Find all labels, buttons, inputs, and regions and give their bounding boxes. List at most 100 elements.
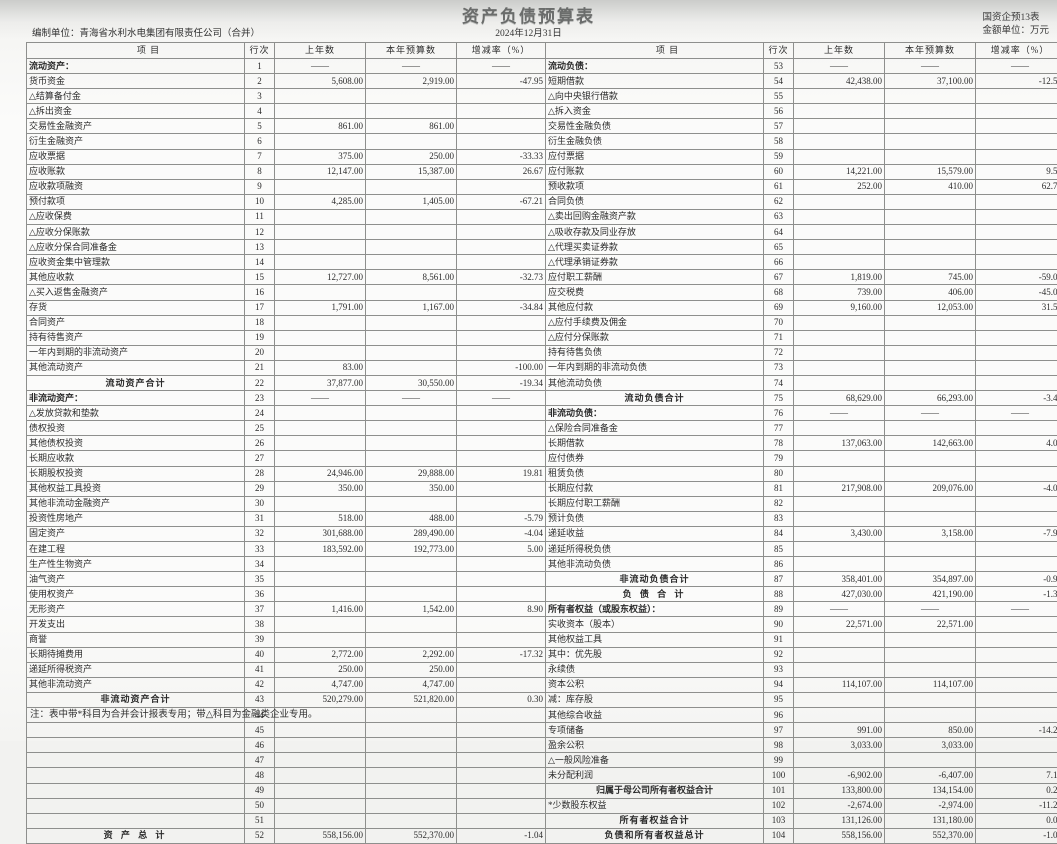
liability-budget-value (885, 557, 976, 572)
asset-budget-value (366, 330, 457, 345)
liability-change-rate (976, 496, 1057, 511)
asset-line-no: 1 (245, 59, 275, 74)
asset-prev-year-value (275, 285, 366, 300)
liability-budget-value (885, 692, 976, 707)
asset-budget-value (366, 436, 457, 451)
asset-change-rate (457, 436, 546, 451)
liability-change-rate (976, 692, 1057, 707)
liability-change-rate (976, 149, 1057, 164)
asset-prev-year-value (275, 209, 366, 224)
asset-line-no: 20 (245, 345, 275, 360)
liability-line-no: 99 (764, 753, 794, 768)
asset-change-rate (457, 708, 546, 723)
liability-change-rate (976, 240, 1057, 255)
liability-budget-value (885, 134, 976, 149)
liability-change-rate: -45.06 (976, 285, 1057, 300)
col-header-rate-assets: 增减率（%） (457, 43, 546, 59)
liability-line-no: 56 (764, 104, 794, 119)
asset-budget-value (366, 496, 457, 511)
liability-change-rate (976, 632, 1057, 647)
asset-item-label (27, 798, 245, 813)
liability-line-no: 79 (764, 451, 794, 466)
asset-prev-year-value (275, 768, 366, 783)
liability-item-label: 其他流动负债 (546, 375, 764, 390)
liability-change-rate (976, 225, 1057, 240)
liability-item-label: 盈余公积 (546, 738, 764, 753)
asset-item-label: 长期应收款 (27, 451, 245, 466)
asset-line-no: 40 (245, 647, 275, 662)
liability-item-label: 其他非流动负债 (546, 557, 764, 572)
asset-budget-value (366, 240, 457, 255)
liability-line-no: 94 (764, 677, 794, 692)
liability-change-rate: 4.09 (976, 436, 1057, 451)
liability-item-label: 其他综合收益 (546, 708, 764, 723)
asset-line-no: 51 (245, 813, 275, 828)
liability-budget-value: 134,154.00 (885, 783, 976, 798)
liability-change-rate (976, 677, 1057, 692)
liability-budget-value: -2,974.00 (885, 798, 976, 813)
asset-line-no: 4 (245, 104, 275, 119)
asset-budget-value: 1,405.00 (366, 194, 457, 209)
liability-budget-value (885, 360, 976, 375)
col-header-rate-liab: 增减率（%） (976, 43, 1057, 59)
liability-line-no: 102 (764, 798, 794, 813)
asset-budget-value (366, 421, 457, 436)
liability-change-rate: -11.22 (976, 798, 1057, 813)
asset-prev-year-value: 24,946.00 (275, 466, 366, 481)
asset-change-rate (457, 813, 546, 828)
asset-budget-value: 192,773.00 (366, 542, 457, 557)
asset-line-no: 19 (245, 330, 275, 345)
liability-budget-value (885, 89, 976, 104)
asset-line-no: 18 (245, 315, 275, 330)
asset-change-rate: 26.67 (457, 164, 546, 179)
asset-prev-year-value: 250.00 (275, 662, 366, 677)
liability-prev-year-value (794, 315, 885, 330)
asset-change-rate (457, 557, 546, 572)
asset-budget-value (366, 451, 457, 466)
asset-item-label: △结算备付金 (27, 89, 245, 104)
asset-budget-value (366, 723, 457, 738)
asset-line-no: 47 (245, 753, 275, 768)
liability-item-label: 短期借款 (546, 74, 764, 89)
liability-prev-year-value (794, 375, 885, 390)
liability-budget-value (885, 421, 976, 436)
liability-prev-year-value (794, 225, 885, 240)
liability-line-no: 73 (764, 360, 794, 375)
liability-budget-value: 114,107.00 (885, 677, 976, 692)
asset-budget-value: 15,387.00 (366, 164, 457, 179)
liability-change-rate (976, 209, 1057, 224)
asset-line-no: 16 (245, 285, 275, 300)
asset-change-rate (457, 209, 546, 224)
asset-prev-year-value (275, 179, 366, 194)
liability-line-no: 89 (764, 602, 794, 617)
asset-budget-value (366, 738, 457, 753)
asset-budget-value (366, 798, 457, 813)
liability-budget-value (885, 753, 976, 768)
liability-prev-year-value (794, 451, 885, 466)
asset-change-rate (457, 481, 546, 496)
asset-change-rate (457, 451, 546, 466)
asset-prev-year-value: 2,772.00 (275, 647, 366, 662)
liability-line-no: 96 (764, 708, 794, 723)
liability-prev-year-value (794, 209, 885, 224)
liability-prev-year-value: 9,160.00 (794, 300, 885, 315)
liability-prev-year-value (794, 194, 885, 209)
asset-change-rate (457, 572, 546, 587)
asset-prev-year-value (275, 557, 366, 572)
asset-budget-value: 350.00 (366, 481, 457, 496)
liability-line-no: 75 (764, 391, 794, 406)
asset-line-no: 33 (245, 542, 275, 557)
liability-budget-value: 12,053.00 (885, 300, 976, 315)
liability-item-label: 减：库存股 (546, 692, 764, 707)
